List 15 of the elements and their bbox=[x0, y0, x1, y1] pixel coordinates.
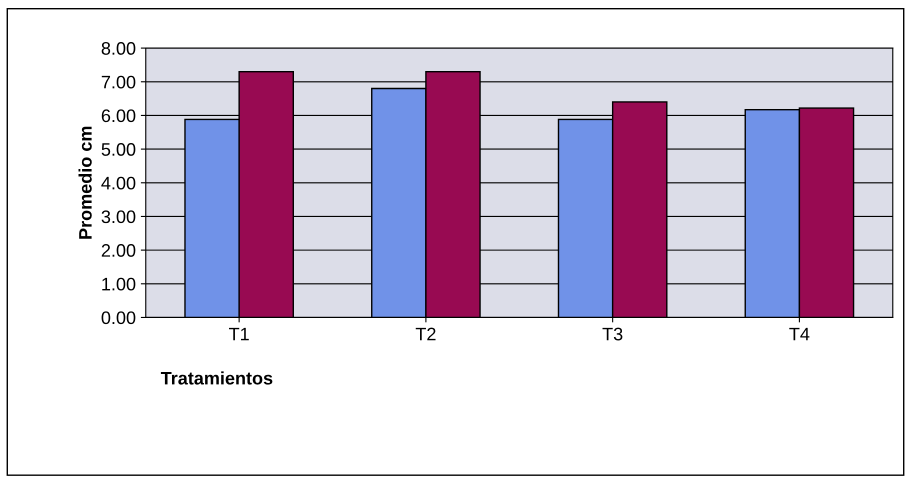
y-tick-label: 5.00 bbox=[102, 143, 136, 156]
y-tick-label: 7.00 bbox=[102, 76, 136, 88]
y-tick-label: 1.00 bbox=[102, 278, 136, 291]
y-tick-label: 6.00 bbox=[102, 109, 136, 122]
x-tick-label: T2 bbox=[416, 328, 436, 340]
x-tick-label: T3 bbox=[602, 328, 622, 340]
y-tick-label: 3.00 bbox=[102, 210, 136, 224]
y-axis-title: Promedio cm bbox=[78, 126, 92, 239]
x-tick-label: T4 bbox=[789, 328, 810, 340]
y-tick-label: 0.00 bbox=[102, 311, 136, 324]
y-tick-label: 8.00 bbox=[102, 42, 136, 55]
x-tick-label: T1 bbox=[229, 328, 249, 340]
x-axis-title: Tratamientos bbox=[160, 371, 272, 385]
y-tick-label: 2.00 bbox=[102, 244, 136, 257]
y-tick-label: 4.00 bbox=[101, 176, 136, 190]
